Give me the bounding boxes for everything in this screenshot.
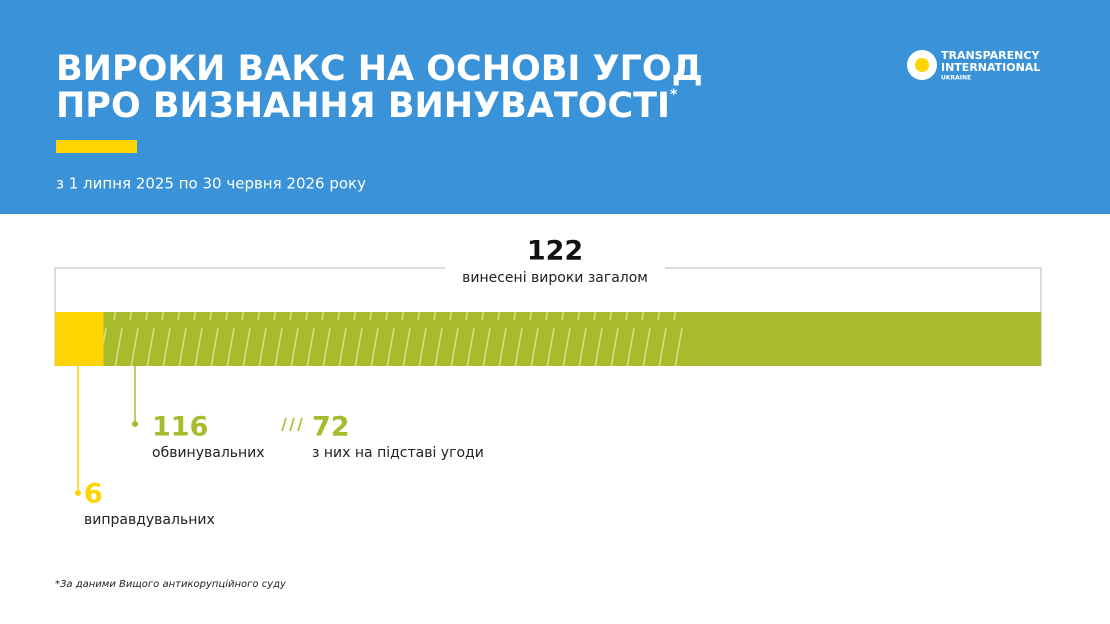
title: ПРО ВИЗНАННЯ ВИНУВАТОСТІ* xyxy=(56,86,678,126)
hatch-icon xyxy=(289,417,295,432)
logo-text: UKRAINE xyxy=(941,75,971,82)
segment-value: 116 xyxy=(152,412,208,443)
logo: TRANSPARENCY INTERNATIONAL UKRAINE xyxy=(907,49,1040,82)
logo-text: INTERNATIONAL xyxy=(941,61,1040,74)
bar-segment xyxy=(55,312,104,366)
hatch-icon xyxy=(297,417,303,432)
leader-dot xyxy=(75,490,81,496)
subset-value: 72 xyxy=(312,412,350,443)
accent-bar xyxy=(56,140,137,153)
header-background xyxy=(0,0,1110,214)
title-text: ПРО ВИЗНАННЯ ВИНУВАТОСТІ xyxy=(56,86,670,126)
title-mark: * xyxy=(670,87,678,103)
footnote: *За даними Вищого антикорупційного суду xyxy=(55,578,287,590)
total-label: винесені вироки загалом xyxy=(462,270,648,286)
chart: 122 винесені вироки загалом 6 виправдувальн… xyxy=(54,236,1042,528)
logo-text: TRANSPARENCY xyxy=(941,49,1040,62)
segment-value: 6 xyxy=(84,479,103,510)
subtitle: з 1 липня 2025 по 30 червня 2026 року xyxy=(56,175,366,193)
hatch-icon xyxy=(281,417,287,432)
subset-segment xyxy=(103,312,686,366)
title: ВИРОКИ ВАКС НА ОСНОВІ УГОД xyxy=(56,49,703,89)
subset-label: з них на підставі угоди xyxy=(312,445,484,461)
segment-label: виправдувальних xyxy=(84,512,215,528)
total-value: 122 xyxy=(527,236,583,267)
leader-dot xyxy=(132,421,138,427)
segment-label: обвинувальних xyxy=(152,445,265,461)
logo-icon xyxy=(915,58,929,72)
